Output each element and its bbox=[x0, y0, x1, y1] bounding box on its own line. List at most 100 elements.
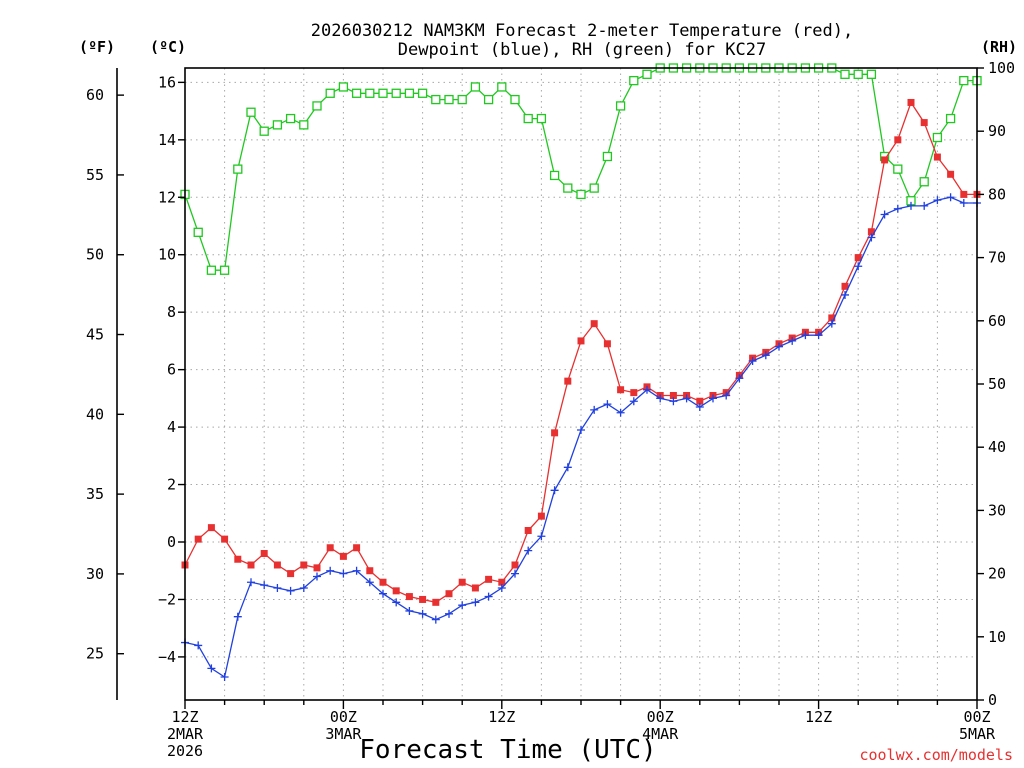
dewpoint-point bbox=[682, 394, 691, 403]
rh-tick-label: 80 bbox=[988, 185, 1006, 203]
x-tick-label: 3MAR bbox=[325, 725, 362, 743]
rh-tick-label: 0 bbox=[988, 691, 997, 709]
rh-point bbox=[576, 189, 586, 200]
dewpoint-point bbox=[814, 331, 823, 340]
temperature-point bbox=[287, 570, 295, 578]
dewpoint-point bbox=[524, 546, 533, 555]
chart-subtitle: Dewpoint (blue), RH (green) for KC27 bbox=[398, 40, 766, 60]
celsius-tick-label: 14 bbox=[158, 131, 176, 149]
temperature-point bbox=[379, 578, 387, 586]
dewpoint-point bbox=[735, 374, 744, 383]
rh-point bbox=[259, 126, 269, 136]
rh-point bbox=[840, 69, 850, 79]
dewpoint-point bbox=[247, 578, 255, 587]
temperature-point bbox=[669, 391, 677, 399]
rh-point bbox=[285, 113, 296, 124]
dewpoint-point bbox=[458, 601, 467, 610]
fahrenheit-tick-label: 45 bbox=[86, 326, 104, 344]
temperature-point bbox=[537, 512, 545, 520]
dewpoint-point bbox=[445, 609, 453, 618]
chart-title: 2026030212 NAM3KM Forecast 2-meter Tempe… bbox=[311, 21, 853, 41]
fahrenheit-tick-label: 55 bbox=[86, 166, 104, 184]
rh-point bbox=[629, 75, 639, 86]
temperature-point bbox=[881, 156, 889, 164]
rh-tick-label: 70 bbox=[988, 249, 1006, 267]
dewpoint-point bbox=[603, 400, 612, 409]
rh-point bbox=[589, 183, 599, 193]
x-axis-label: Forecast Time (UTC) bbox=[359, 735, 656, 765]
temperature-point bbox=[273, 561, 281, 569]
series-temperature bbox=[181, 98, 981, 606]
rh-point bbox=[246, 107, 256, 117]
rh-point bbox=[866, 69, 877, 79]
rh-point bbox=[602, 151, 613, 162]
rh-point bbox=[365, 88, 375, 98]
dewpoint-point bbox=[748, 357, 757, 366]
celsius-tick-label: −4 bbox=[158, 648, 176, 666]
dewpoint-point bbox=[273, 583, 282, 592]
dewpoint-point bbox=[286, 586, 295, 595]
rh-tick-label: 30 bbox=[988, 501, 1006, 519]
dewpoint-point bbox=[880, 210, 889, 219]
rh-point bbox=[549, 170, 560, 181]
rh-point bbox=[444, 94, 454, 105]
temperature-point bbox=[498, 578, 506, 586]
dewpoint-point bbox=[761, 351, 770, 360]
temperature-point bbox=[405, 593, 413, 601]
temperature-point bbox=[630, 389, 638, 397]
celsius-tick-label: 6 bbox=[167, 361, 176, 379]
fahrenheit-tick-label: 40 bbox=[86, 405, 104, 423]
temperature-point bbox=[524, 527, 532, 535]
temperature-point bbox=[221, 535, 229, 543]
celsius-unit-label: (ºC) bbox=[150, 38, 186, 56]
dewpoint-point bbox=[801, 331, 810, 340]
rh-point bbox=[299, 120, 309, 130]
rh-point bbox=[338, 82, 349, 92]
dewpoint-point bbox=[484, 592, 493, 601]
dewpoint-point bbox=[511, 569, 519, 578]
temperature-point bbox=[828, 314, 836, 322]
rh-point bbox=[206, 265, 217, 275]
temperature-point bbox=[907, 98, 915, 106]
temperature-point bbox=[392, 587, 400, 595]
celsius-tick-label: 16 bbox=[158, 73, 176, 91]
x-tick-label: 5MAR bbox=[959, 725, 996, 743]
temperature-point bbox=[353, 544, 361, 552]
dewpoint-point bbox=[893, 204, 902, 213]
temperature-point bbox=[247, 561, 255, 569]
temperature-point bbox=[194, 535, 202, 543]
rh-point bbox=[853, 69, 863, 79]
dewpoint-point bbox=[537, 532, 546, 541]
x-tick-label: 00Z bbox=[647, 708, 674, 726]
celsius-tick-label: 0 bbox=[167, 533, 176, 551]
rh-tick-label: 20 bbox=[988, 565, 1006, 583]
temperature-point bbox=[696, 397, 704, 405]
dewpoint-point bbox=[313, 572, 321, 581]
temperature-point bbox=[471, 584, 479, 592]
fahrenheit-tick-label: 50 bbox=[86, 246, 104, 264]
rh-point bbox=[193, 227, 203, 237]
rh-point bbox=[932, 132, 943, 143]
dewpoint-point bbox=[933, 196, 942, 205]
fahrenheit-tick-label: 25 bbox=[86, 645, 104, 663]
rh-point bbox=[615, 101, 626, 111]
temperature-point bbox=[894, 136, 902, 144]
celsius-tick-label: 4 bbox=[167, 418, 176, 436]
dewpoint-point bbox=[946, 193, 955, 202]
x-tick-label: 4MAR bbox=[642, 725, 679, 743]
fahrenheit-tick-label: 30 bbox=[86, 565, 104, 583]
dewpoint-point bbox=[643, 385, 651, 394]
rh-tick-label: 60 bbox=[988, 312, 1006, 330]
fahrenheit-tick-label: 35 bbox=[86, 485, 104, 503]
temperature-point bbox=[419, 595, 427, 603]
dewpoint-point bbox=[656, 394, 665, 403]
x-tick-label: 00Z bbox=[963, 708, 990, 726]
rh-point bbox=[431, 94, 441, 105]
dewpoint-point bbox=[577, 425, 585, 434]
dewpoint-point bbox=[392, 598, 401, 607]
rh-point bbox=[945, 113, 956, 124]
dewpoint-point bbox=[669, 397, 678, 406]
dewpoint-point bbox=[326, 566, 335, 575]
celsius-axis: −4 −2 0 2 4 6 8 10 12 14 16 bbox=[158, 73, 185, 666]
